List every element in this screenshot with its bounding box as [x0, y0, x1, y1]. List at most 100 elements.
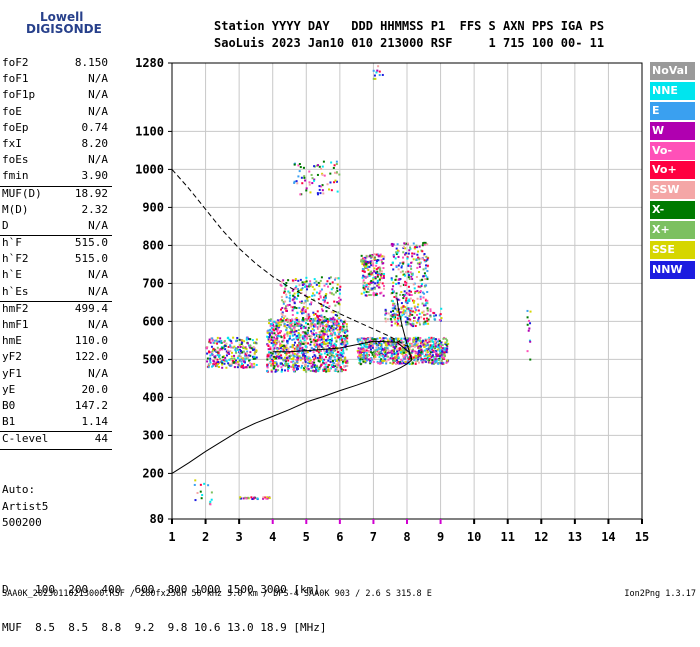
echo-point [324, 317, 327, 320]
echo-point [332, 293, 335, 296]
echo-point [441, 362, 444, 365]
echo-point [288, 291, 291, 294]
echo-point [405, 323, 408, 326]
echo-point [306, 333, 309, 336]
echo-point [216, 354, 219, 357]
echo-point [299, 356, 302, 359]
echo-point [272, 364, 275, 367]
x-tick-label: 7 [370, 530, 377, 544]
echo-point [371, 273, 374, 276]
echo-point [385, 362, 388, 365]
echo-point [404, 354, 407, 357]
echo-point [272, 342, 275, 345]
x-tick-label: 13 [568, 530, 582, 544]
echo-point [297, 279, 300, 282]
echo-point [394, 314, 397, 317]
echo-point [318, 346, 321, 349]
echo-point [241, 357, 244, 360]
echo-point [414, 356, 417, 359]
echo-point [371, 346, 374, 349]
echo-point [392, 350, 395, 353]
echo-point [337, 370, 340, 373]
echo-point [310, 332, 313, 335]
echo-point [411, 252, 414, 255]
echo-point [244, 358, 247, 361]
echo-point [403, 344, 406, 347]
echo-point [284, 287, 287, 290]
echo-point [412, 317, 415, 320]
echo-point [196, 491, 199, 494]
echo-point [316, 349, 319, 352]
echo-point [247, 338, 250, 341]
echo-point [364, 361, 367, 364]
echo-point [371, 344, 374, 347]
echo-point [375, 293, 378, 296]
echo-point [377, 283, 380, 286]
echo-point [439, 346, 442, 349]
echo-point [288, 337, 291, 340]
echo-point [409, 357, 412, 360]
echo-point [322, 320, 325, 323]
echo-point [219, 341, 222, 344]
echo-point [429, 344, 432, 347]
echo-point [215, 361, 218, 364]
echo-point [333, 300, 336, 303]
echo-point [437, 358, 440, 361]
echo-point [382, 348, 385, 351]
param-row: hmE 110.0 [0, 334, 112, 350]
echo-point [379, 339, 382, 342]
echo-point [375, 342, 378, 345]
echo-point [222, 359, 225, 362]
echo-point [344, 334, 347, 337]
echo-point [317, 318, 320, 321]
echo-point [269, 357, 272, 360]
echo-point [329, 343, 332, 346]
echo-point [342, 325, 345, 328]
echo-point [280, 354, 283, 357]
echo-point [288, 300, 291, 303]
echo-point [414, 308, 417, 311]
echo-point [376, 360, 379, 363]
echo-point [289, 332, 292, 335]
echo-point [341, 353, 344, 356]
echo-point [279, 343, 282, 346]
echo-point [343, 344, 346, 347]
echo-point [392, 338, 395, 341]
echo-point [242, 497, 245, 500]
echo-point [338, 317, 341, 320]
param-row: h`F2 515.0 [0, 252, 112, 268]
echo-point [336, 289, 339, 292]
echo-point [280, 295, 283, 298]
echo-point [329, 358, 332, 361]
echo-point [208, 338, 211, 341]
echo-point [241, 339, 244, 342]
echo-point [424, 360, 427, 363]
x-tick-label: 5 [303, 530, 310, 544]
echo-point [383, 352, 386, 355]
echo-point [414, 311, 417, 314]
echo-point [331, 366, 334, 369]
echo-point [382, 294, 385, 297]
echo-point [322, 330, 325, 333]
echo-point [308, 295, 311, 298]
echo-point [417, 250, 420, 253]
echo-point [317, 337, 320, 340]
echo-point [297, 175, 300, 178]
echo-point [369, 336, 372, 339]
echo-point [330, 292, 333, 295]
echo-point [309, 359, 312, 362]
echo-point [305, 280, 308, 283]
echo-point [284, 359, 287, 362]
echo-point [333, 362, 336, 365]
echo-point [407, 360, 410, 363]
echo-point [424, 274, 427, 277]
echo-point [339, 358, 342, 361]
echo-point [306, 288, 309, 291]
echo-point [399, 351, 402, 354]
echo-point [342, 368, 345, 371]
x-tick-label: 2 [202, 530, 209, 544]
echo-point [426, 344, 429, 347]
echo-point [370, 259, 373, 262]
echo-point [398, 340, 401, 343]
echo-point [209, 357, 212, 360]
